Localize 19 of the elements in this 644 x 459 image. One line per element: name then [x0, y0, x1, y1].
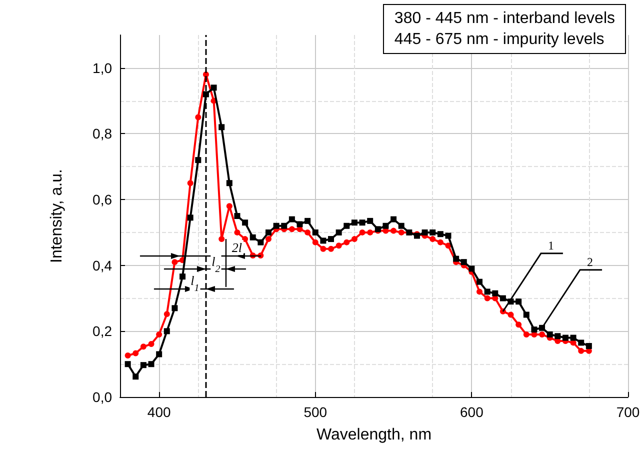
annotation: 2	[587, 254, 594, 269]
y-tick-label: 1,0	[92, 60, 112, 76]
x-tick-label: 500	[304, 404, 328, 420]
annotation: 2l	[232, 240, 242, 255]
annotation: l$_{2}$	[212, 254, 220, 274]
x-tick-label: 700	[616, 404, 640, 420]
y-tick-label: 0,2	[92, 323, 112, 340]
y-tick-label: 0,0	[92, 389, 112, 405]
y-tick-label: 0,8	[92, 126, 112, 142]
x-tick-label: 600	[460, 404, 484, 420]
y-tick-label: 0,6	[92, 192, 112, 208]
text: 380 - 445 nm - interband levels	[394, 9, 615, 29]
x-tick-label: 400	[147, 404, 171, 420]
x-axis-title: Wavelength, nm	[316, 426, 432, 444]
y-tick-label: 0,4	[92, 257, 112, 274]
annotation: 1	[548, 238, 554, 252]
y-axis-title: Intensity, a.u.	[48, 169, 66, 263]
annotation: l$_{1}$	[190, 273, 200, 294]
annotation: 445 - 675 nm - impurity levels	[394, 30, 606, 50]
